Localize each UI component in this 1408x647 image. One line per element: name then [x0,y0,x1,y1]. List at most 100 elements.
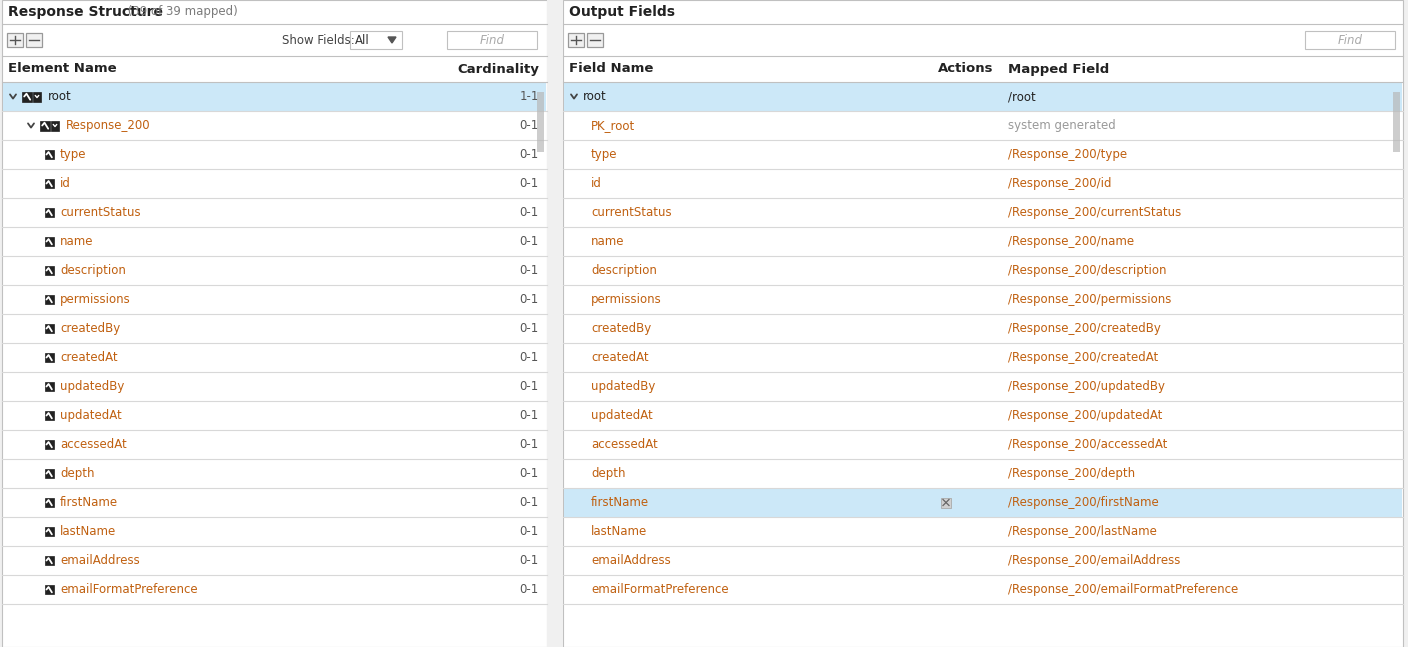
Text: 0-1: 0-1 [520,525,539,538]
Text: /Response_200/emailFormatPreference: /Response_200/emailFormatPreference [1008,583,1238,596]
Text: Show Fields:: Show Fields: [282,34,355,47]
Text: /Response_200/name: /Response_200/name [1008,235,1133,248]
Text: /Response_200/description: /Response_200/description [1008,264,1166,277]
Bar [563,0,1402,647]
Text: firstName: firstName [591,496,649,509]
Bar [32,91,41,102]
Text: 0-1: 0-1 [520,554,539,567]
Bar [567,33,584,47]
Bar [351,31,403,49]
Polygon shape [389,37,396,43]
Bar [1393,92,1400,152]
Text: currentStatus: currentStatus [61,206,141,219]
Text: 0-1: 0-1 [520,467,539,480]
Text: id: id [61,177,70,190]
Bar [45,237,54,246]
Text: emailAddress: emailAddress [591,554,670,567]
Text: name: name [591,235,625,248]
Text: /Response_200/emailAddress: /Response_200/emailAddress [1008,554,1180,567]
Bar [1,0,546,647]
Text: Mapped Field: Mapped Field [1008,63,1110,76]
Bar [7,33,23,47]
Text: /Response_200/permissions: /Response_200/permissions [1008,293,1171,306]
Bar [23,91,32,102]
Bar [45,469,54,478]
Text: Output Fields: Output Fields [569,5,674,19]
Text: Field Name: Field Name [569,63,653,76]
Text: lastName: lastName [591,525,648,538]
Text: 0-1: 0-1 [520,322,539,335]
Text: 0-1: 0-1 [520,177,539,190]
Text: PK_root: PK_root [591,119,635,132]
Text: /Response_200/firstName: /Response_200/firstName [1008,496,1159,509]
Text: Response_200: Response_200 [66,119,151,132]
Text: updatedAt: updatedAt [61,409,121,422]
Text: permissions: permissions [61,293,131,306]
Bar [45,150,54,159]
Bar [45,585,54,594]
Text: createdAt: createdAt [591,351,649,364]
Text: 0-1: 0-1 [520,496,539,509]
Text: Actions: Actions [938,63,994,76]
Text: root: root [583,90,607,103]
Text: 0-1: 0-1 [520,293,539,306]
Bar [446,31,536,49]
Bar [565,82,1402,111]
Text: All: All [355,34,370,47]
Bar [45,353,54,362]
Text: Element Name: Element Name [8,63,117,76]
Bar [45,208,54,217]
Bar [45,382,54,391]
Text: depth: depth [591,467,625,480]
Text: /Response_200/createdAt: /Response_200/createdAt [1008,351,1159,364]
Text: Response Structure: Response Structure [8,5,163,19]
Bar [1305,31,1395,49]
Bar [3,82,546,111]
Text: 0-1: 0-1 [520,119,539,132]
Text: /Response_200/currentStatus: /Response_200/currentStatus [1008,206,1181,219]
Text: name: name [61,235,93,248]
Text: 0-1: 0-1 [520,206,539,219]
Bar [45,411,54,420]
Bar [546,0,563,647]
Bar [39,120,51,131]
Text: /Response_200/lastName: /Response_200/lastName [1008,525,1157,538]
Text: updatedBy: updatedBy [591,380,655,393]
Text: 1-1: 1-1 [520,90,539,103]
Text: /Response_200/id: /Response_200/id [1008,177,1111,190]
Bar [45,498,54,507]
Bar [45,527,54,536]
Text: accessedAt: accessedAt [61,438,127,451]
Text: permissions: permissions [591,293,662,306]
Text: root: root [48,90,72,103]
Text: createdBy: createdBy [591,322,652,335]
Text: emailFormatPreference: emailFormatPreference [591,583,728,596]
Text: lastName: lastName [61,525,117,538]
Text: firstName: firstName [61,496,118,509]
Bar [565,488,1402,517]
Text: type: type [591,148,618,161]
Text: updatedAt: updatedAt [591,409,653,422]
Text: depth: depth [61,467,94,480]
Text: emailFormatPreference: emailFormatPreference [61,583,197,596]
Text: 0-1: 0-1 [520,351,539,364]
Text: emailAddress: emailAddress [61,554,139,567]
Bar [45,295,54,304]
Text: accessedAt: accessedAt [591,438,658,451]
Text: currentStatus: currentStatus [591,206,672,219]
Bar [45,266,54,275]
Bar [536,92,543,152]
Bar [45,440,54,449]
Text: /Response_200/type: /Response_200/type [1008,148,1128,161]
Text: 0-1: 0-1 [520,583,539,596]
Text: 0-1: 0-1 [520,235,539,248]
Text: 0-1: 0-1 [520,409,539,422]
Text: Find: Find [480,34,504,47]
Bar [25,33,42,47]
Text: 0-1: 0-1 [520,380,539,393]
Bar [45,556,54,565]
Bar [51,120,59,131]
Bar [587,33,603,47]
Text: /Response_200/updatedAt: /Response_200/updatedAt [1008,409,1163,422]
Bar [941,498,950,507]
